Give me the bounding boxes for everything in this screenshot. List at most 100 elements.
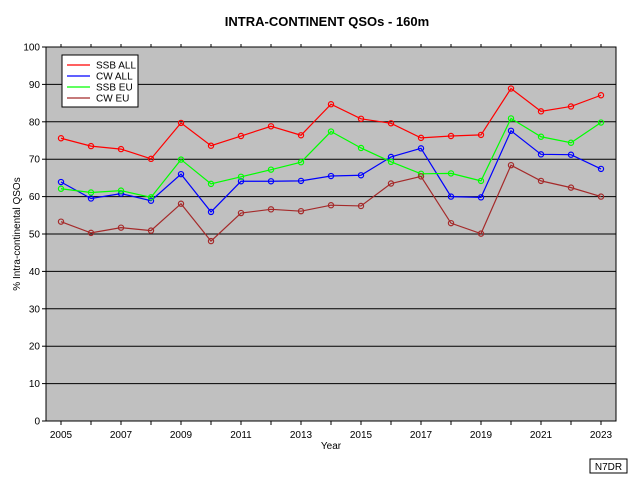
data-point-cw-eu: [297, 207, 305, 215]
data-point-cw-eu: [567, 184, 575, 191]
y-tick-label: 70: [29, 155, 41, 166]
data-point-cw-eu: [417, 173, 425, 180]
data-point-ssb-all: [327, 101, 335, 108]
x-tick-label: 2005: [50, 430, 73, 441]
data-point-cw-all: [507, 127, 515, 134]
x-tick-label: 2021: [530, 430, 553, 441]
data-point-ssb-eu: [387, 158, 395, 166]
data-point-cw-eu: [207, 237, 215, 245]
data-point-ssb-all: [87, 142, 95, 150]
data-point-cw-eu: [357, 202, 365, 210]
x-tick-label: 2007: [110, 430, 133, 441]
data-point-ssb-all: [537, 108, 545, 115]
chart-title: INTRA-CONTINENT QSOs - 160m: [225, 14, 429, 29]
data-point-cw-all: [567, 151, 575, 158]
x-tick-label: 2013: [290, 430, 313, 441]
plot-border: [45, 46, 617, 422]
data-point-cw-all: [447, 193, 455, 200]
credit-box-border: [589, 458, 628, 474]
data-point-ssb-all: [567, 103, 575, 110]
data-point-ssb-all: [507, 85, 515, 92]
y-tick-label: 30: [29, 304, 41, 315]
credit-label: N7DR: [595, 462, 622, 473]
x-axis-label: Year: [321, 441, 342, 452]
data-point-cw-all: [477, 194, 485, 201]
data-point-ssb-all: [477, 131, 485, 139]
data-point-ssb-eu: [357, 144, 365, 152]
data-point-ssb-all: [147, 155, 155, 163]
data-point-ssb-all: [417, 134, 425, 142]
series-lines: [57, 85, 605, 245]
data-point-cw-all: [417, 145, 425, 152]
data-point-ssb-all: [387, 120, 395, 127]
data-point-cw-eu: [477, 230, 485, 237]
data-point-ssb-eu: [567, 139, 575, 146]
credit-box: N7DR: [589, 458, 628, 474]
y-tick-label: 80: [29, 117, 41, 128]
data-point-cw-eu: [117, 224, 125, 231]
data-point-cw-eu: [147, 227, 155, 234]
data-point-cw-all: [267, 178, 275, 185]
x-tick-label: 2019: [470, 430, 493, 441]
data-point-ssb-eu: [477, 177, 485, 185]
data-point-ssb-all: [177, 119, 185, 127]
data-point-cw-eu: [447, 219, 455, 227]
data-point-ssb-eu: [57, 185, 65, 192]
data-point-cw-all: [327, 172, 335, 180]
data-point-cw-eu: [237, 209, 245, 217]
data-point-ssb-eu: [207, 180, 215, 188]
x-tick-label: 2009: [170, 430, 193, 441]
data-point-ssb-all: [237, 132, 245, 140]
data-point-cw-all: [597, 165, 605, 173]
data-point-cw-eu: [537, 177, 545, 185]
x-tick-label: 2015: [350, 430, 373, 441]
data-point-ssb-all: [597, 92, 605, 99]
data-point-ssb-eu: [297, 158, 305, 166]
data-point-cw-all: [237, 178, 245, 185]
data-point-cw-all: [207, 208, 215, 216]
y-tick-label: 100: [23, 43, 40, 54]
data-point-cw-all: [357, 172, 365, 179]
legend-label-cw-all: CW ALL: [96, 72, 133, 83]
data-point-cw-eu: [327, 202, 335, 209]
data-point-ssb-eu: [87, 189, 95, 196]
y-tick-label: 40: [29, 267, 41, 278]
data-point-cw-eu: [387, 180, 395, 187]
data-point-ssb-all: [57, 135, 65, 142]
x-tick-label: 2017: [410, 430, 433, 441]
y-tick-label: 50: [29, 230, 41, 241]
x-tick-label: 2023: [590, 430, 613, 441]
series-line-cw-all: [60, 129, 602, 213]
data-point-ssb-eu: [327, 128, 335, 135]
data-point-cw-eu: [507, 161, 515, 169]
data-point-ssb-eu: [537, 133, 545, 140]
series-line-ssb-all: [60, 87, 602, 160]
data-point-ssb-all: [117, 145, 125, 153]
data-point-ssb-all: [207, 142, 215, 149]
data-point-ssb-all: [267, 123, 275, 130]
data-point-ssb-eu: [267, 166, 275, 173]
data-point-ssb-eu: [447, 170, 455, 177]
data-point-cw-all: [87, 195, 95, 202]
y-tick-label: 60: [29, 192, 41, 203]
data-point-cw-eu: [597, 193, 605, 200]
data-point-cw-all: [537, 151, 545, 158]
data-point-ssb-eu: [237, 173, 245, 180]
data-point-ssb-eu: [507, 115, 515, 122]
legend-label-cw-eu: CW EU: [96, 94, 129, 105]
legend-label-ssb-all: SSB ALL: [96, 61, 136, 72]
data-point-cw-eu: [57, 218, 65, 225]
data-point-cw-eu: [177, 200, 185, 207]
data-point-ssb-all: [447, 132, 455, 140]
data-point-cw-all: [177, 170, 185, 178]
data-point-cw-eu: [267, 206, 275, 213]
axes: 0 10 20 30 40 50 60 70 80 90 100 2005 2007 2009 2011 20…: [23, 43, 617, 441]
legend-label-ssb-eu: SSB EU: [96, 83, 133, 94]
series-line-cw-eu: [60, 164, 602, 242]
x-tick-label: 2011: [230, 430, 252, 441]
data-point-cw-all: [147, 197, 155, 204]
y-tick-label: 90: [29, 80, 41, 91]
data-point-ssb-eu: [147, 194, 155, 201]
